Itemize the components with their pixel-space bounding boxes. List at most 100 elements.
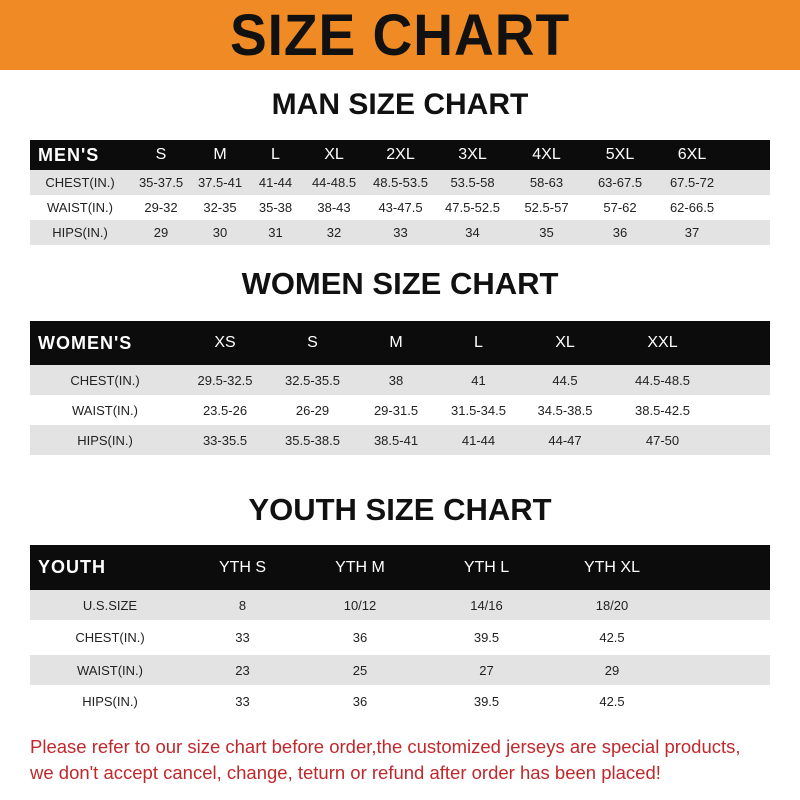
measurement-cell: 32-35	[192, 195, 248, 220]
measurement-cell: 10/12	[295, 590, 425, 620]
blank-cell	[676, 545, 770, 590]
row-label: U.S.SIZE	[30, 590, 190, 620]
measurement-cell: 47-50	[610, 425, 715, 455]
size-header: 6XL	[656, 140, 728, 170]
men-section-title: MAN SIZE CHART	[271, 88, 529, 121]
table-row: CHEST(IN.) 33 36 39.5 42.5	[30, 620, 770, 655]
row-label: HIPS(IN.)	[30, 425, 180, 455]
size-header: XS	[180, 321, 270, 365]
measurement-cell: 29.5-32.5	[180, 365, 270, 395]
row-label: WAIST(IN.)	[30, 195, 130, 220]
measurement-cell: 30	[192, 220, 248, 245]
size-header: YTH S	[190, 545, 295, 590]
header-row: MEN'S S M L XL 2XL 3XL 4XL 5XL 6XL	[30, 140, 770, 170]
blank-cell	[728, 195, 770, 220]
measurement-cell: 62-66.5	[656, 195, 728, 220]
measurement-cell: 58-63	[509, 170, 584, 195]
measurement-cell: 37.5-41	[192, 170, 248, 195]
blank-cell	[676, 620, 770, 655]
header-row: YOUTH YTH S YTH M YTH L YTH XL	[30, 545, 770, 590]
blank-cell	[715, 321, 770, 365]
size-header: M	[192, 140, 248, 170]
women-size-table: WOMEN'S XS S M L XL XXL CHEST(IN.) 29.5-32.5 32.5…	[30, 321, 770, 455]
order-notice: Please refer to our size chart before or…	[30, 734, 790, 786]
measurement-cell: 23	[190, 655, 295, 685]
table-row: U.S.SIZE 8 10/12 14/16 18/20	[30, 590, 770, 620]
measurement-cell: 31	[248, 220, 303, 245]
measurement-cell: 29-31.5	[355, 395, 437, 425]
size-header: YTH M	[295, 545, 425, 590]
blank-cell	[728, 170, 770, 195]
measurement-cell: 63-67.5	[584, 170, 656, 195]
table-row: WAIST(IN.) 29-32 32-35 35-38 38-43 43-47.5 47.…	[30, 195, 770, 220]
measurement-cell: 35-38	[248, 195, 303, 220]
size-header: YTH XL	[548, 545, 676, 590]
size-header: 4XL	[509, 140, 584, 170]
measurement-cell: 32.5-35.5	[270, 365, 355, 395]
row-label: CHEST(IN.)	[30, 365, 180, 395]
measurement-cell: 67.5-72	[656, 170, 728, 195]
measurement-cell: 34.5-38.5	[520, 395, 610, 425]
measurement-cell: 31.5-34.5	[437, 395, 520, 425]
youth-size-table: YOUTH YTH S YTH M YTH L YTH XL U.S.SIZE 8 10/12…	[30, 545, 770, 718]
measurement-cell: 32	[303, 220, 365, 245]
table-row: WAIST(IN.) 23 25 27 29	[30, 655, 770, 685]
measurement-cell: 43-47.5	[365, 195, 436, 220]
header-row: WOMEN'S XS S M L XL XXL	[30, 321, 770, 365]
measurement-cell: 35	[509, 220, 584, 245]
measurement-cell: 38.5-42.5	[610, 395, 715, 425]
size-header: L	[437, 321, 520, 365]
size-header: 2XL	[365, 140, 436, 170]
men-size-table: MEN'S S M L XL 2XL 3XL 4XL 5XL 6XL CHEST(IN.) 35-37…	[30, 140, 770, 245]
table-row: HIPS(IN.) 33 36 39.5 42.5	[30, 685, 770, 718]
blank-cell	[715, 365, 770, 395]
measurement-cell: 44-48.5	[303, 170, 365, 195]
blank-cell	[676, 590, 770, 620]
table-header-label: WOMEN'S	[30, 321, 180, 365]
measurement-cell: 18/20	[548, 590, 676, 620]
measurement-cell: 41-44	[248, 170, 303, 195]
measurement-cell: 48.5-53.5	[365, 170, 436, 195]
measurement-cell: 26-29	[270, 395, 355, 425]
row-label: WAIST(IN.)	[30, 655, 190, 685]
measurement-cell: 44.5-48.5	[610, 365, 715, 395]
main-title: SIZE CHART	[229, 2, 571, 68]
measurement-cell: 53.5-58	[436, 170, 509, 195]
measurement-cell: 47.5-52.5	[436, 195, 509, 220]
size-header: 5XL	[584, 140, 656, 170]
measurement-cell: 33	[365, 220, 436, 245]
measurement-cell: 23.5-26	[180, 395, 270, 425]
table-row: CHEST(IN.) 29.5-32.5 32.5-35.5 38 41 44.5 44.5…	[30, 365, 770, 395]
measurement-cell: 52.5-57	[509, 195, 584, 220]
size-header: L	[248, 140, 303, 170]
measurement-cell: 33	[190, 685, 295, 718]
notice-line-1: Please refer to our size chart before or…	[30, 736, 741, 757]
table-header-label: MEN'S	[30, 140, 130, 170]
youth-section-title: YOUTH SIZE CHART	[248, 492, 552, 527]
table-header-label: YOUTH	[30, 545, 190, 590]
measurement-cell: 44.5	[520, 365, 610, 395]
blank-cell	[728, 140, 770, 170]
measurement-cell: 39.5	[425, 620, 548, 655]
women-section-title: WOMEN SIZE CHART	[241, 266, 559, 301]
measurement-cell: 29-32	[130, 195, 192, 220]
measurement-cell: 42.5	[548, 685, 676, 718]
measurement-cell: 36	[295, 620, 425, 655]
blank-cell	[728, 220, 770, 245]
measurement-cell: 25	[295, 655, 425, 685]
blank-cell	[676, 685, 770, 718]
row-label: WAIST(IN.)	[30, 395, 180, 425]
size-header: M	[355, 321, 437, 365]
row-label: HIPS(IN.)	[30, 220, 130, 245]
measurement-cell: 8	[190, 590, 295, 620]
measurement-cell: 37	[656, 220, 728, 245]
table-row: CHEST(IN.) 35-37.5 37.5-41 41-44 44-48.5 48.5…	[30, 170, 770, 195]
measurement-cell: 29	[548, 655, 676, 685]
measurement-cell: 14/16	[425, 590, 548, 620]
measurement-cell: 41	[437, 365, 520, 395]
measurement-cell: 36	[295, 685, 425, 718]
row-label: CHEST(IN.)	[30, 170, 130, 195]
size-header: YTH L	[425, 545, 548, 590]
row-label: CHEST(IN.)	[30, 620, 190, 655]
table-row: WAIST(IN.) 23.5-26 26-29 29-31.5 31.5-34.5 34…	[30, 395, 770, 425]
